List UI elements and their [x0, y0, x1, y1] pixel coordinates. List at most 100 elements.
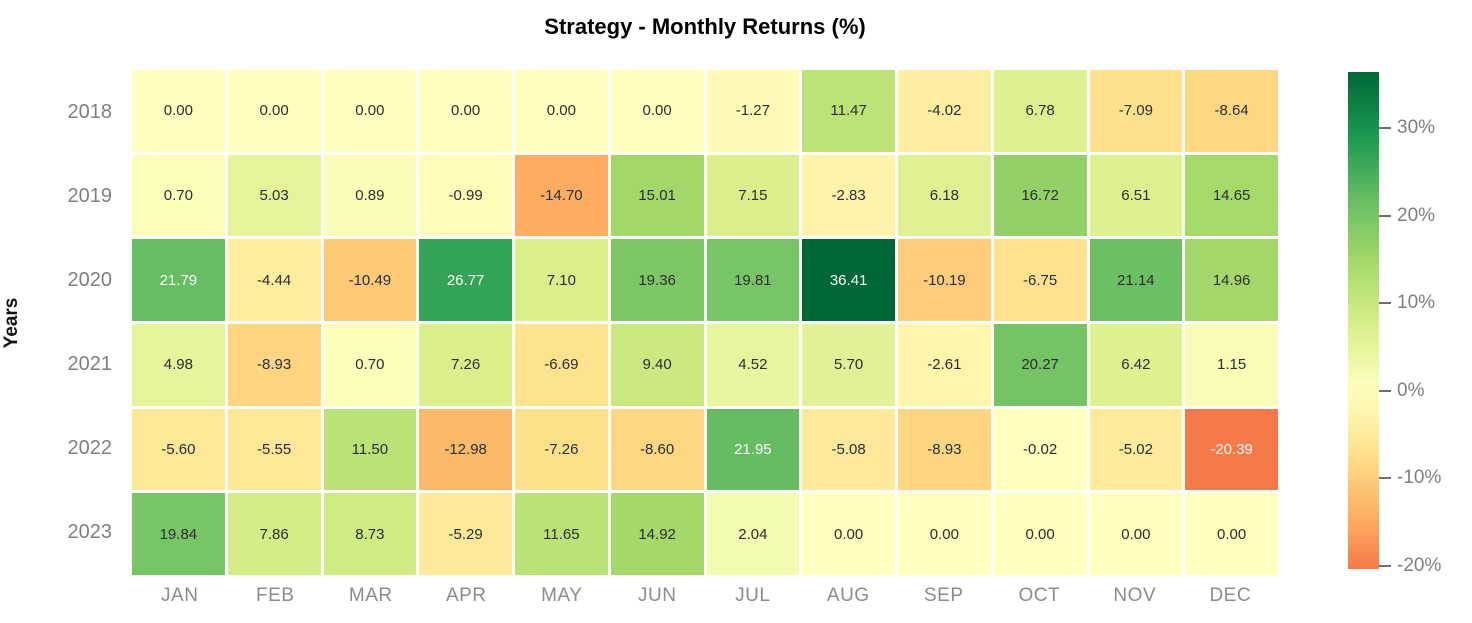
heatmap-cell: -0.02	[993, 408, 1087, 491]
x-axis-tick-label: OCT	[1018, 585, 1061, 606]
y-axis-tick-label: 2023	[67, 521, 113, 544]
heatmap-cell: -12.98	[419, 408, 512, 491]
heatmap-cell: 7.86	[227, 493, 321, 575]
heatmap-cell: -20.39	[1185, 408, 1278, 491]
heatmap-cell: 0.00	[1185, 493, 1278, 575]
heatmap-cell: 0.00	[1089, 493, 1183, 575]
heatmap-cell: -10.19	[898, 239, 991, 321]
x-axis-tick-label: MAR	[348, 585, 393, 606]
x-axis-tick-label: MAY	[541, 585, 583, 606]
heatmap-cell: 1.15	[1185, 323, 1278, 406]
heatmap-cell: 21.95	[706, 408, 800, 491]
colorbar-tick-dash	[1379, 302, 1391, 305]
y-axis-tick-label: 2022	[67, 437, 113, 460]
heatmap-cell: 2.04	[706, 493, 800, 575]
x-axis-tick-labels: JAN FEB MAR APR MAY JUN JUL AUG SEP OCT NOV DEC	[132, 585, 1278, 607]
heatmap-cell: 36.41	[802, 239, 895, 321]
heatmap-cell: 5.03	[227, 154, 321, 237]
heatmap-cell: -5.60	[132, 408, 225, 491]
y-axis-label: Years	[1, 297, 22, 349]
heatmap-cell: -8.93	[898, 408, 991, 491]
heatmap-cell: 11.47	[802, 70, 895, 152]
heatmap-cell: -8.93	[227, 323, 321, 406]
heatmap-cell: 19.36	[610, 239, 704, 321]
heatmap-cell: -8.60	[610, 408, 704, 491]
colorbar-tick: -20%	[1379, 555, 1441, 577]
heatmap-cell: 0.89	[323, 154, 417, 237]
heatmap-cell: 7.26	[419, 323, 512, 406]
heatmap-cell: 19.84	[132, 493, 225, 575]
y-axis-tick-label: 2019	[67, 184, 113, 207]
colorbar-tick-dash	[1379, 214, 1391, 217]
heatmap-cell: 20.27	[993, 323, 1087, 406]
colorbar-tick: 10%	[1379, 292, 1435, 314]
heatmap-cell: 0.00	[227, 70, 321, 152]
colorbar-tick-label: -20%	[1397, 554, 1442, 576]
heatmap-cell: 14.92	[610, 493, 704, 575]
colorbar-tick: 30%	[1379, 117, 1435, 139]
heatmap-grid: 0.00 0.00 0.00 0.00 0.00 0.00 -1.27 11.47 -4.02 6…	[132, 70, 1278, 575]
x-axis-tick-label: SEP	[923, 585, 964, 606]
x-axis-tick-label: DEC	[1209, 585, 1252, 606]
x-axis-tick-label: JUL	[735, 585, 771, 606]
heatmap-cell: -8.64	[1185, 70, 1278, 152]
heatmap-cell: -6.75	[993, 239, 1087, 321]
heatmap-cell: 4.52	[706, 323, 800, 406]
heatmap-cell: 21.79	[132, 239, 225, 321]
heatmap-cell: 15.01	[610, 154, 704, 237]
heatmap-cell: 19.81	[706, 239, 800, 321]
heatmap-cell: 7.15	[706, 154, 800, 237]
heatmap-cell: 16.72	[993, 154, 1087, 237]
heatmap-cell: 0.00	[993, 493, 1087, 575]
heatmap-cell: -4.44	[227, 239, 321, 321]
heatmap-cell: 0.00	[323, 70, 417, 152]
x-axis-tick-label: JAN	[161, 585, 199, 606]
heatmap-cell: 0.00	[515, 70, 608, 152]
heatmap-cell: 0.00	[898, 493, 991, 575]
heatmap-cell: -7.26	[515, 408, 608, 491]
heatmap-cell: 6.42	[1089, 323, 1183, 406]
x-axis-tick-label: NOV	[1113, 585, 1157, 606]
heatmap-cell: -5.08	[802, 408, 895, 491]
heatmap-cell: -5.02	[1089, 408, 1183, 491]
heatmap-cell: 6.51	[1089, 154, 1183, 237]
colorbar-tick-dash	[1379, 564, 1391, 567]
heatmap-cell: 6.18	[898, 154, 991, 237]
heatmap-cell: 5.70	[802, 323, 895, 406]
heatmap-cell: 6.78	[993, 70, 1087, 152]
heatmap-cell: -6.69	[515, 323, 608, 406]
heatmap-cell: 7.10	[515, 239, 608, 321]
colorbar-tick-label: 10%	[1397, 292, 1436, 314]
colorbar-tick-label: 30%	[1397, 117, 1436, 139]
heatmap-cell: 11.50	[323, 408, 417, 491]
heatmap-cell: 0.70	[323, 323, 417, 406]
heatmap-cell: -7.09	[1089, 70, 1183, 152]
heatmap-cell: 0.00	[610, 70, 704, 152]
x-axis-tick-label: APR	[445, 585, 487, 606]
x-axis-tick-label: JUN	[638, 585, 677, 606]
y-axis-tick-label: 2021	[67, 353, 113, 376]
heatmap-cell: -14.70	[515, 154, 608, 237]
x-axis-tick-label: AUG	[826, 585, 870, 606]
colorbar-tick-dash	[1379, 127, 1391, 130]
y-axis-tick-label: 2018	[67, 100, 113, 123]
heatmap-cell: -10.49	[323, 239, 417, 321]
heatmap-cell: 0.00	[419, 70, 512, 152]
colorbar-tick: -10%	[1379, 467, 1441, 489]
heatmap-cell: 11.65	[515, 493, 608, 575]
y-axis-tick-label: 2020	[67, 268, 113, 291]
heatmap-cell: 14.65	[1185, 154, 1278, 237]
heatmap-cell: -2.61	[898, 323, 991, 406]
heatmap-cell: -0.99	[419, 154, 512, 237]
colorbar-tick-dash	[1379, 389, 1391, 392]
heatmap-cell: 0.00	[132, 70, 225, 152]
heatmap-cell: -1.27	[706, 70, 800, 152]
heatmap-cell: -4.02	[898, 70, 991, 152]
colorbar-tick: 0%	[1379, 380, 1424, 402]
x-axis-tick-label: FEB	[256, 585, 295, 606]
colorbar-tick-label: 20%	[1397, 204, 1436, 226]
colorbar-tick-label: 0%	[1397, 379, 1425, 401]
colorbar-tick: 20%	[1379, 205, 1435, 227]
heatmap-cell: 14.96	[1185, 239, 1278, 321]
heatmap-cell: 0.70	[132, 154, 225, 237]
